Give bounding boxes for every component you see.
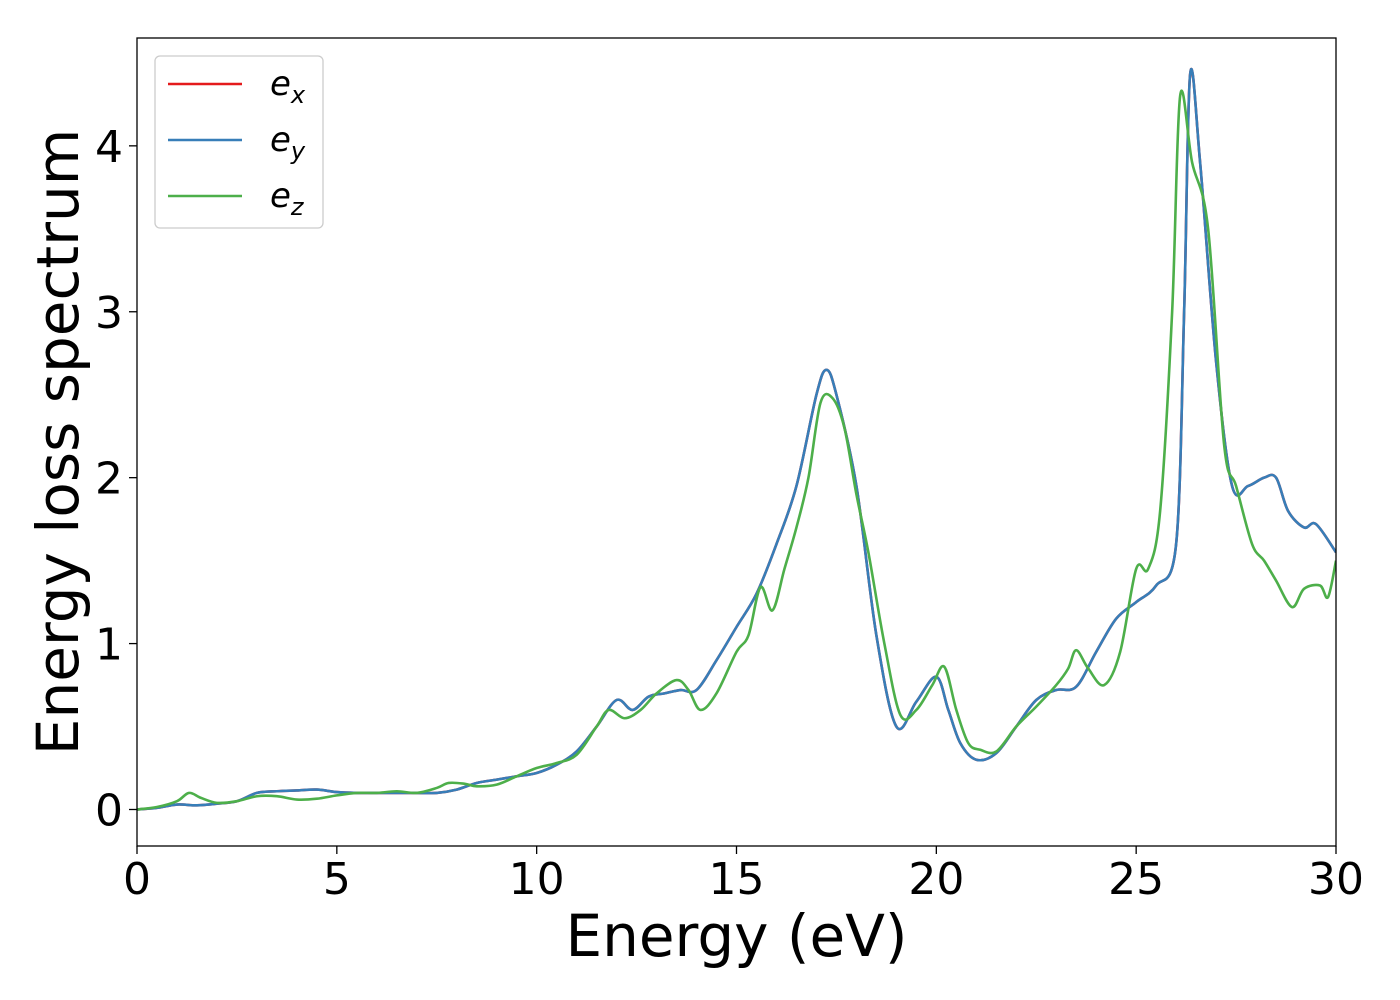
x-tick-label: 0 [123, 854, 151, 905]
legend-entry-subscript: z [290, 193, 305, 221]
y-tick-label: 3 [95, 288, 123, 339]
legend-entry-name: e [270, 176, 291, 216]
x-tick-label: 5 [323, 854, 351, 905]
legend-entry-subscript: y [290, 137, 306, 165]
y-axis-title: Energy loss spectrum [24, 129, 92, 755]
legend-entry-name: e [270, 120, 291, 160]
legend-entry-subscript: x [290, 81, 306, 109]
y-tick-label: 1 [95, 620, 123, 671]
x-tick-label: 25 [1108, 854, 1164, 905]
legend-entry: ez [270, 176, 305, 221]
y-tick-label: 0 [95, 785, 123, 836]
x-tick-label: 15 [709, 854, 765, 905]
x-tick-label: 30 [1308, 854, 1364, 905]
x-tick-label: 20 [908, 854, 964, 905]
legend-box [154, 55, 324, 229]
series-line-ez [137, 89, 1336, 811]
x-tick-label: 10 [509, 854, 565, 905]
axis-ticks: 0 5 10 15 20 25 30 0 1 2 3 4 [95, 122, 1364, 905]
legend-entry-name: e [270, 64, 291, 104]
legend-entry: ex [270, 64, 306, 109]
x-axis-title: Energy (eV) [565, 902, 907, 970]
legend-entry: ey [270, 120, 306, 165]
y-tick-label: 2 [95, 454, 123, 505]
series-lines [137, 67, 1336, 811]
y-tick-label: 4 [95, 122, 123, 173]
